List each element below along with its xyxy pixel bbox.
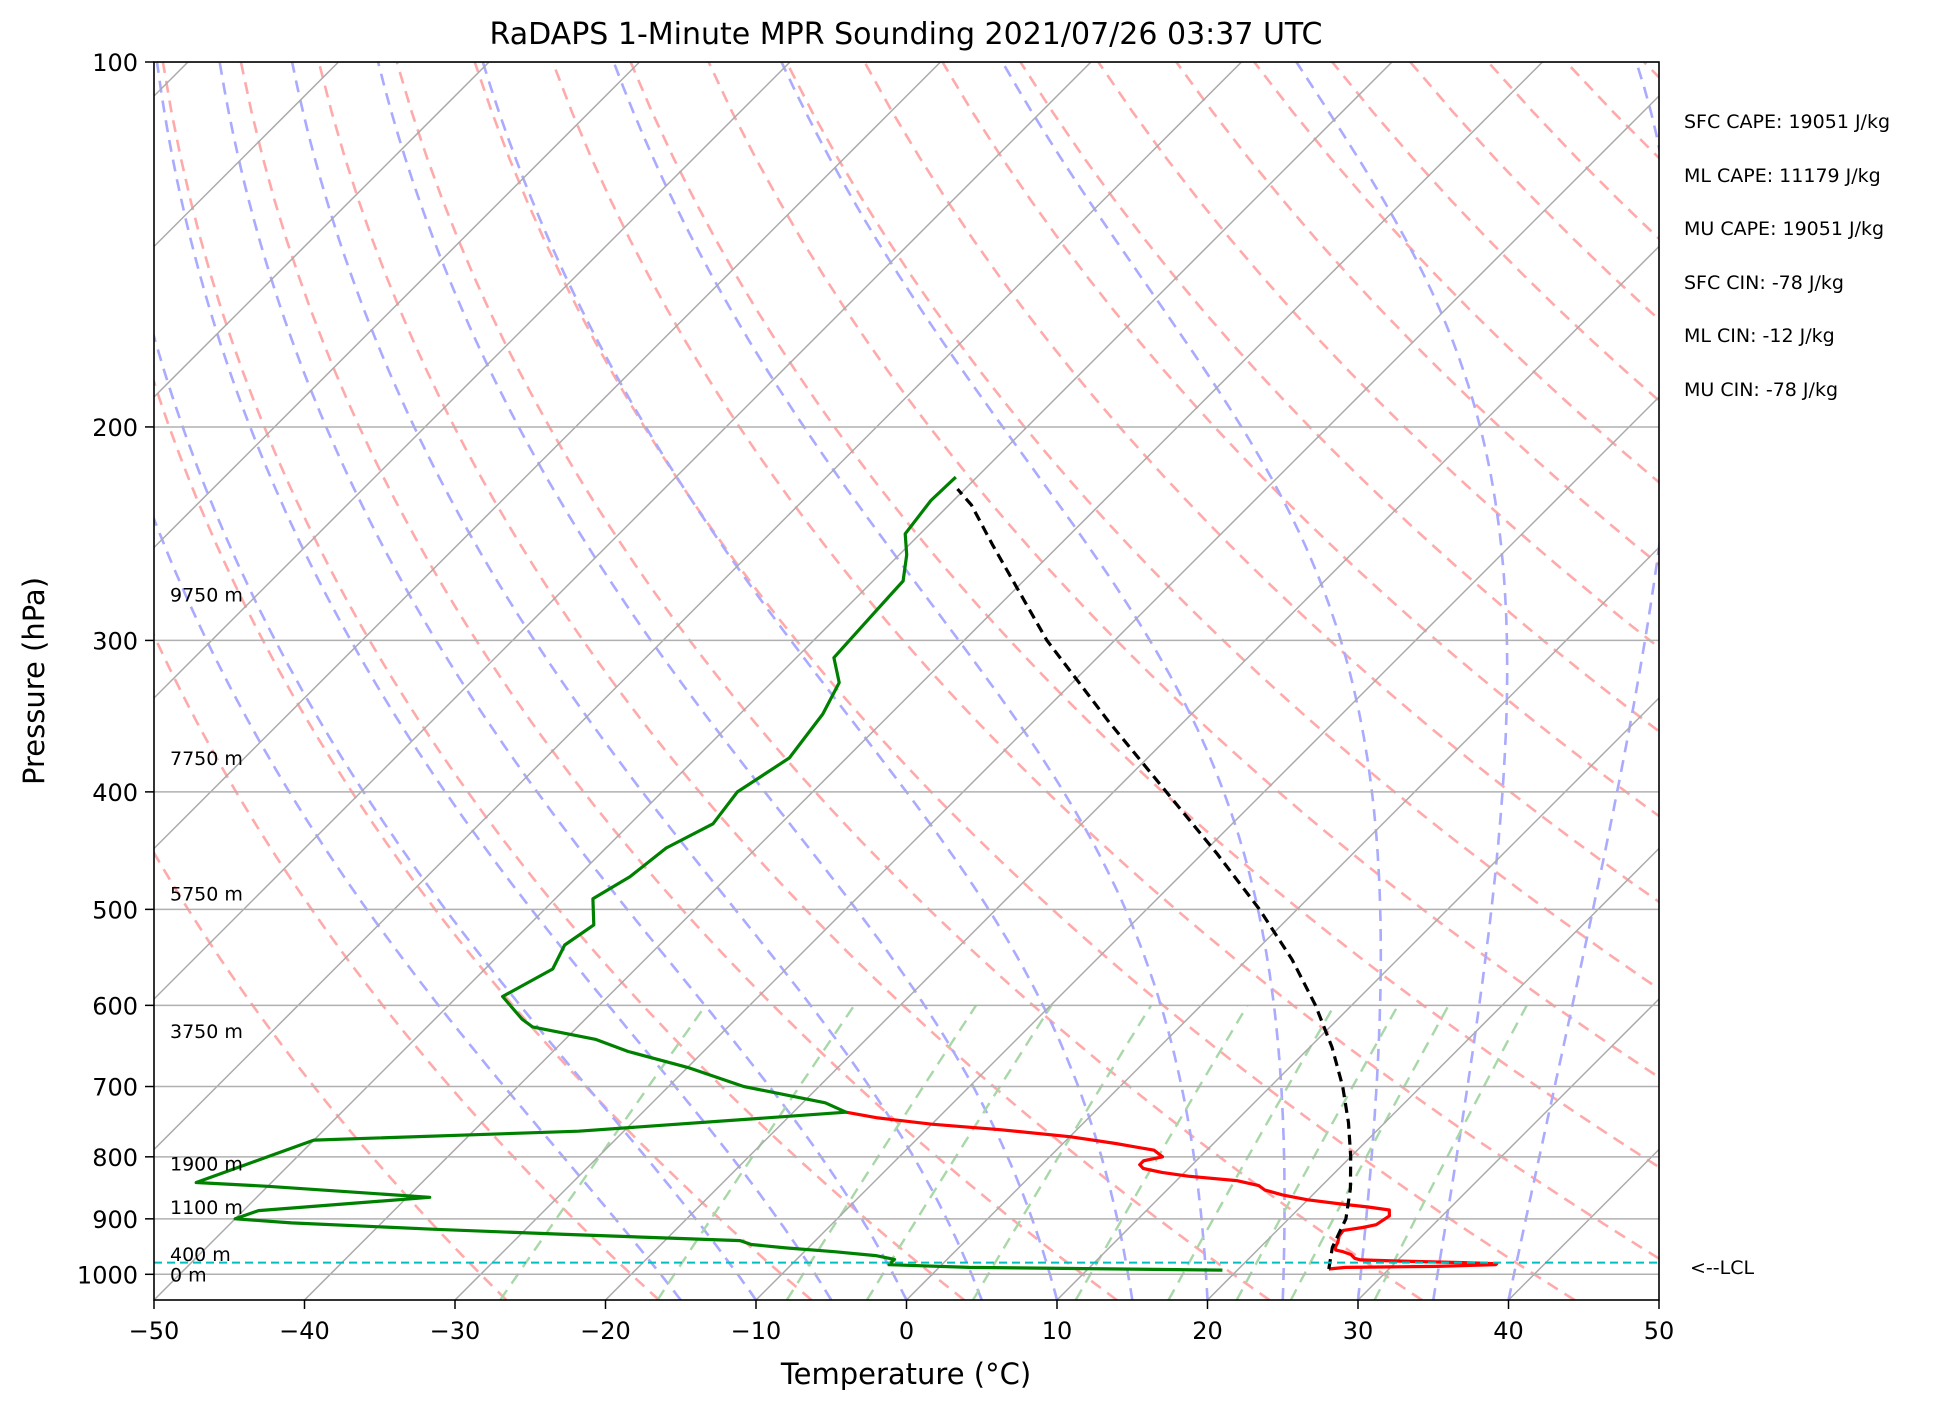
moist-adiabat (155, 62, 833, 1300)
height-label: 5750 m (170, 883, 243, 905)
chart-title: RaDAPS 1-Minute MPR Sounding 2021/07/26 … (490, 17, 1323, 52)
temperature-line (845, 1110, 1499, 1271)
height-label: 400 m (170, 1244, 231, 1266)
annotation-sfc-cape: SFC CAPE: 19051 J/kg (1684, 111, 1890, 133)
y-tick-label: 900 (92, 1206, 138, 1234)
sounding-traces (154, 475, 1659, 1272)
isotherm (604, 245, 1659, 1300)
moist-adiabat (154, 515, 682, 1300)
y-tick-label: 600 (92, 992, 138, 1020)
mixing-ratio-line (1289, 1004, 1450, 1300)
dry-adiabat (941, 62, 1659, 818)
isotherm (154, 62, 1393, 1300)
moist-adiabat (290, 62, 984, 1300)
isotherm (303, 62, 1544, 1300)
dry-adiabat (239, 62, 1118, 1300)
height-label: 1100 m (170, 1197, 243, 1219)
x-axis-label: Temperature (°C) (780, 1357, 1031, 1391)
y-axis-ticks: 100 200 300 400 500 600 700 800 900 1000 (77, 49, 154, 1289)
moist-adiabat (612, 62, 1209, 1300)
moist-adiabat (780, 62, 1286, 1300)
y-tick-label: 700 (92, 1074, 138, 1102)
height-label: 0 m (170, 1264, 207, 1286)
dewpoint-line (194, 475, 1223, 1272)
lcl-label: <--LCL (1690, 1257, 1754, 1279)
mixing-ratio-line (1074, 1004, 1249, 1300)
y-tick-label: 100 (92, 49, 138, 77)
isotherm (154, 62, 1243, 1151)
x-tick-label: 10 (1042, 1317, 1073, 1345)
mixing-ratio-line (971, 1004, 1153, 1300)
isotherm (454, 94, 1659, 1300)
dry-adiabat (863, 62, 1659, 904)
annotation-mu-cape: MU CAPE: 19051 J/kg (1684, 218, 1884, 240)
height-label: 1900 m (170, 1153, 243, 1175)
x-tick-label: 0 (899, 1317, 914, 1345)
mixing-ratio-line (1167, 1004, 1336, 1300)
x-tick-label: 40 (1493, 1317, 1524, 1345)
isotherm (905, 546, 1659, 1300)
pressure-gridlines (154, 62, 1659, 1276)
dry-adiabat (317, 62, 1271, 1300)
mixing-ratio-line (1235, 1004, 1400, 1300)
dry-adiabat (785, 62, 1659, 991)
x-tick-label: −30 (430, 1317, 481, 1345)
dry-adiabat (395, 62, 1423, 1300)
isotherm (1357, 997, 1659, 1300)
mixing-ratio-line (499, 1004, 707, 1300)
x-tick-label: 30 (1343, 1317, 1374, 1345)
isotherm (154, 62, 490, 399)
isotherm (154, 62, 791, 700)
x-tick-label: −40 (279, 1317, 330, 1345)
y-tick-label: 400 (92, 779, 138, 807)
height-labels: 9750 m 7750 m 5750 m 3750 m 1900 m 1100 m 400 … (170, 585, 243, 1287)
x-tick-label: 50 (1644, 1317, 1675, 1345)
dry-adiabat (473, 62, 1576, 1300)
y-tick-label: 300 (92, 627, 138, 655)
moist-adiabat (1507, 62, 1659, 1300)
moist-adiabat (1001, 62, 1383, 1300)
moist-adiabat (218, 62, 908, 1300)
parcel-line (956, 487, 1353, 1270)
moist-adiabat (1295, 62, 1509, 1300)
dry-adiabat (1097, 62, 1659, 650)
dry-adiabat (629, 62, 1659, 1169)
isotherm (755, 395, 1659, 1300)
annotation-ml-cape: ML CAPE: 11179 J/kg (1684, 165, 1881, 187)
moist-adiabat (481, 62, 1134, 1300)
mixing-ratio-line (785, 1004, 978, 1300)
moist-adiabat (376, 62, 1059, 1300)
annotation-sfc-cin: SFC CIN: -78 J/kg (1684, 272, 1844, 294)
x-axis-ticks: −50 −40 −30 −20 −10 0 10 20 30 40 50 (129, 1300, 1675, 1345)
height-label: 7750 m (170, 748, 243, 770)
x-tick-label: −10 (731, 1317, 782, 1345)
y-tick-label: 500 (92, 896, 138, 924)
x-tick-label: 20 (1192, 1317, 1223, 1345)
x-tick-label: −20 (580, 1317, 631, 1345)
indices-panel: SFC CAPE: 19051 J/kg ML CAPE: 11179 J/kg… (1684, 111, 1890, 401)
isotherm (154, 62, 1092, 1001)
x-tick-label: −50 (129, 1317, 180, 1345)
mixing-ratio-line (656, 1004, 856, 1300)
dry-adiabat (154, 632, 660, 1300)
y-tick-label: 1000 (77, 1261, 138, 1289)
y-tick-label: 800 (92, 1144, 138, 1172)
height-label: 3750 m (170, 1021, 243, 1043)
y-tick-label: 200 (92, 414, 138, 442)
isotherm (1206, 847, 1659, 1300)
dry-adiabat (551, 62, 1659, 1261)
annotation-ml-cin: ML CIN: -12 J/kg (1684, 325, 1835, 347)
isotherm (1056, 696, 1659, 1300)
y-axis-label: Pressure (hPa) (17, 577, 51, 785)
annotation-mu-cin: MU CIN: -78 J/kg (1684, 379, 1838, 401)
height-label: 9750 m (170, 585, 243, 607)
isotherm (154, 62, 942, 850)
dry-adiabat (1019, 62, 1659, 733)
background-lines (154, 62, 1659, 1300)
isotherm (154, 62, 641, 549)
